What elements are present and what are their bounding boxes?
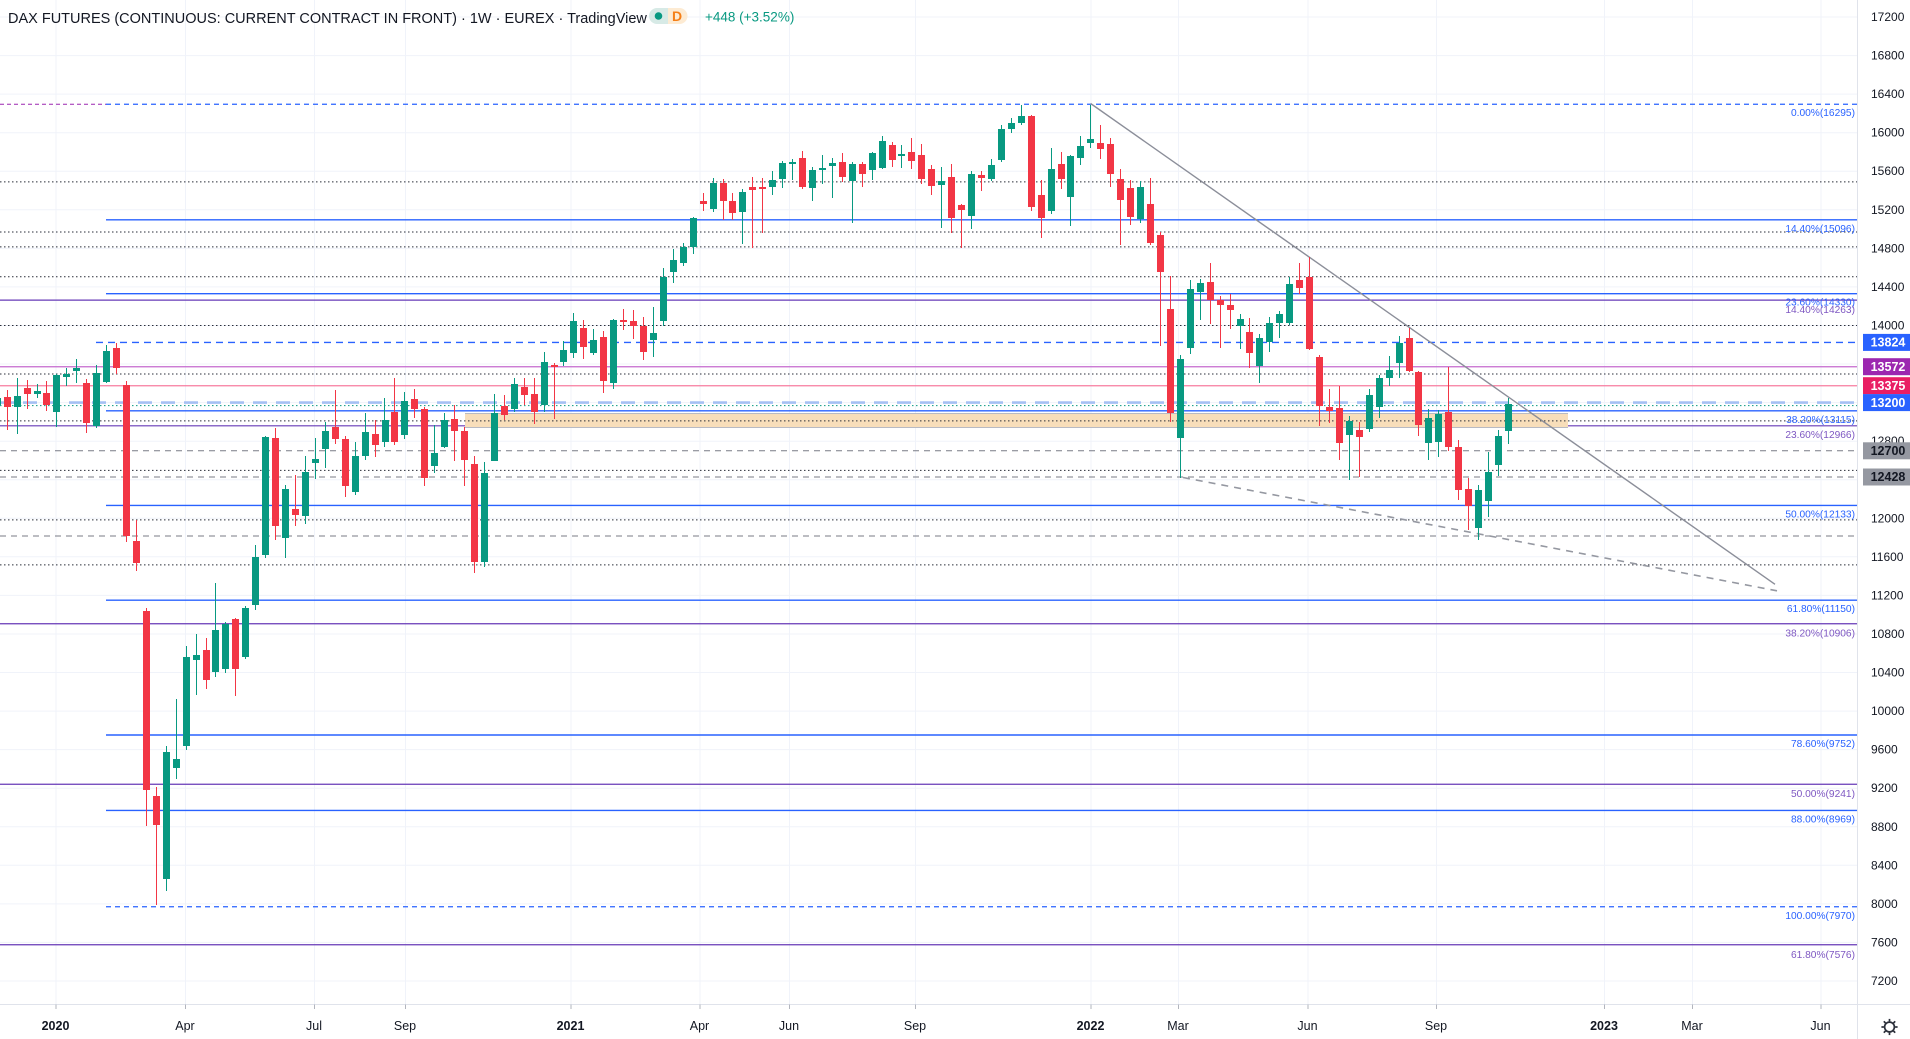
svg-text:14400: 14400 xyxy=(1871,280,1905,294)
svg-text:0.00%(16295): 0.00%(16295) xyxy=(1791,108,1855,119)
svg-text:Mar: Mar xyxy=(1167,1019,1189,1033)
svg-text:Jun: Jun xyxy=(1810,1019,1830,1033)
svg-text:38.20%(13115): 38.20%(13115) xyxy=(1786,415,1855,426)
svg-text:DAX FUTURES (CONTINUOUS: CURRE: DAX FUTURES (CONTINUOUS: CURRENT CONTRAC… xyxy=(8,11,647,27)
svg-text:Sep: Sep xyxy=(394,1019,416,1033)
svg-text:Apr: Apr xyxy=(690,1019,709,1033)
svg-text:10400: 10400 xyxy=(1871,666,1905,680)
svg-text:15600: 15600 xyxy=(1871,164,1905,178)
svg-text:Sep: Sep xyxy=(904,1019,926,1033)
svg-text:23.60%(14330): 23.60%(14330) xyxy=(1785,298,1855,309)
svg-text:D: D xyxy=(672,8,682,24)
svg-text:2020: 2020 xyxy=(42,1019,70,1033)
svg-text:10000: 10000 xyxy=(1871,704,1905,718)
svg-text:23.60%(12966): 23.60%(12966) xyxy=(1785,430,1855,441)
svg-text:Jul: Jul xyxy=(306,1019,322,1033)
svg-text:Jun: Jun xyxy=(1297,1019,1317,1033)
svg-text:Apr: Apr xyxy=(175,1019,194,1033)
svg-text:14800: 14800 xyxy=(1871,241,1905,255)
svg-text:13200: 13200 xyxy=(1871,396,1906,410)
svg-text:14.40%(15096): 14.40%(15096) xyxy=(1785,224,1855,235)
svg-text:13824: 13824 xyxy=(1871,336,1906,350)
svg-text:7200: 7200 xyxy=(1871,974,1898,988)
svg-text:2022: 2022 xyxy=(1077,1019,1105,1033)
svg-text:Mar: Mar xyxy=(1681,1019,1703,1033)
svg-text:10800: 10800 xyxy=(1871,627,1905,641)
svg-text:88.00%(8969): 88.00%(8969) xyxy=(1791,815,1855,826)
svg-text:9600: 9600 xyxy=(1871,743,1898,757)
svg-text:14.40%(14263): 14.40%(14263) xyxy=(1785,305,1855,316)
svg-text:7600: 7600 xyxy=(1871,935,1898,949)
svg-text:11200: 11200 xyxy=(1871,588,1904,602)
svg-text:9200: 9200 xyxy=(1871,781,1898,795)
svg-text:12428: 12428 xyxy=(1871,470,1906,484)
svg-text:50.00%(9241): 50.00%(9241) xyxy=(1791,789,1855,800)
svg-text:8800: 8800 xyxy=(1871,820,1898,834)
svg-text:2023: 2023 xyxy=(1590,1019,1618,1033)
svg-text:13572: 13572 xyxy=(1871,360,1906,374)
svg-text:15200: 15200 xyxy=(1871,203,1905,217)
svg-text:8000: 8000 xyxy=(1871,897,1898,911)
svg-text:8400: 8400 xyxy=(1871,858,1898,872)
svg-text:61.80%(7576): 61.80%(7576) xyxy=(1791,950,1855,961)
svg-text:17200: 17200 xyxy=(1871,10,1905,24)
svg-text:Jun: Jun xyxy=(779,1019,799,1033)
svg-text:Sep: Sep xyxy=(1425,1019,1447,1033)
svg-text:2021: 2021 xyxy=(557,1019,585,1033)
svg-text:50.00%(12133): 50.00%(12133) xyxy=(1785,510,1855,521)
svg-text:16400: 16400 xyxy=(1871,87,1905,101)
svg-text:16800: 16800 xyxy=(1871,49,1905,63)
svg-text:16000: 16000 xyxy=(1871,126,1905,140)
svg-text:38.20%(10906): 38.20%(10906) xyxy=(1785,629,1855,640)
svg-text:14000: 14000 xyxy=(1871,319,1905,333)
svg-text:100.00%(7970): 100.00%(7970) xyxy=(1785,911,1855,922)
svg-text:78.60%(9752): 78.60%(9752) xyxy=(1791,739,1855,750)
svg-text:+448 (+3.52%): +448 (+3.52%) xyxy=(705,10,794,25)
svg-text:11600: 11600 xyxy=(1871,550,1904,564)
svg-text:12000: 12000 xyxy=(1871,511,1905,525)
svg-text:13375: 13375 xyxy=(1871,379,1906,393)
svg-text:12700: 12700 xyxy=(1871,444,1906,458)
svg-text:61.80%(11150): 61.80%(11150) xyxy=(1787,604,1855,615)
